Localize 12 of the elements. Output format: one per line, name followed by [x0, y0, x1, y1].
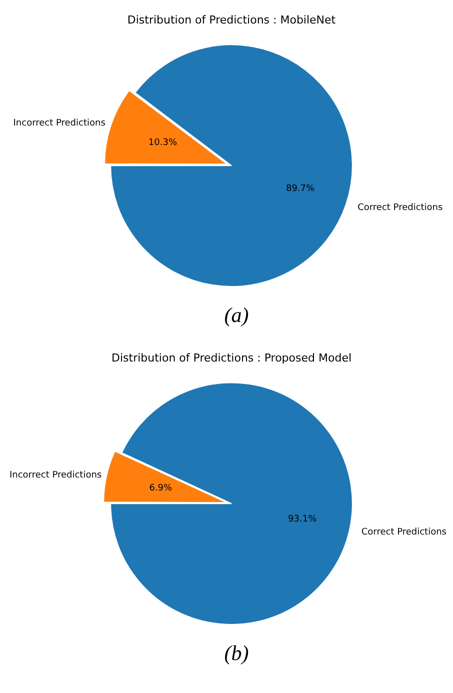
- slice-label: Incorrect Predictions: [9, 470, 102, 480]
- chart-title: Distribution of Predictions : MobileNet: [127, 13, 336, 26]
- data-label: 89.7%: [286, 184, 316, 194]
- text: (a): [223, 302, 250, 329]
- data-label: 93.1%: [288, 514, 318, 525]
- chart-title: Distribution of Predictions : Proposed Model: [111, 351, 352, 364]
- slice-label: Correct Predictions: [361, 528, 447, 538]
- text: (b): [223, 640, 250, 667]
- data-label: 6.9%: [149, 483, 173, 494]
- data-label: 10.3%: [148, 138, 178, 148]
- slice-label: Incorrect Predictions: [13, 118, 106, 129]
- slice-label: Correct Predictions: [358, 203, 444, 214]
